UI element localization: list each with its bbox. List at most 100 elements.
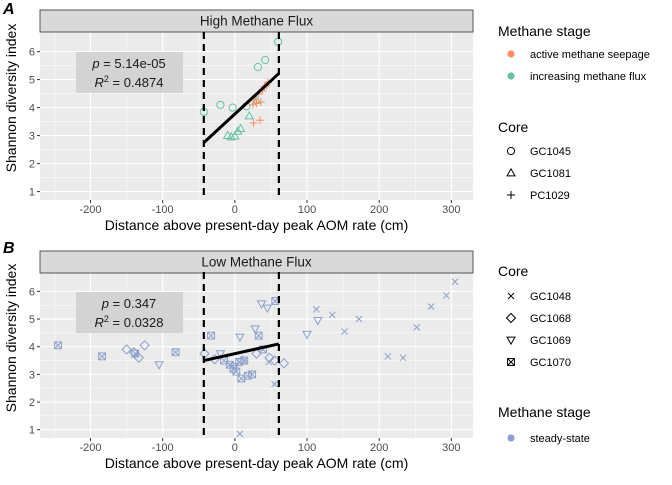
legend-label: GC1048 [530, 291, 571, 303]
data-point-x [355, 315, 363, 323]
legend-label: GC1081 [530, 168, 571, 180]
facet-strip [39, 9, 474, 33]
data-point-boxx [131, 349, 140, 358]
y-tick-label: 2 [29, 397, 35, 409]
data-point-diamond [269, 355, 280, 366]
data-point-boxx [54, 341, 62, 350]
data-point-triangledown [235, 333, 245, 343]
data-point-x [328, 311, 336, 319]
data-point-plus [256, 98, 265, 106]
y-tick-label: 3 [29, 131, 35, 143]
x-tick-label: 300 [442, 442, 460, 454]
data-point-triangle [244, 110, 255, 120]
data-point-plus [256, 116, 265, 125]
y-tick-label: 5 [29, 314, 35, 326]
x-tick-label: 200 [370, 204, 388, 216]
legend-key-steady [507, 434, 515, 442]
y-axis-title: Shannon diversity index [3, 264, 19, 413]
data-point-boxx [171, 348, 180, 357]
data-point-triangle [235, 123, 246, 132]
y-tick-label: 6 [29, 286, 35, 298]
y-tick-label: 1 [29, 425, 35, 437]
data-point-x [442, 292, 450, 299]
regression-line [202, 72, 280, 144]
x-tick-label: 300 [442, 204, 460, 216]
legend-key-triangle [506, 167, 516, 177]
p-symbol: p [101, 296, 109, 311]
data-point-boxx [207, 331, 215, 340]
p-value: = 0.347 [109, 296, 156, 311]
r2-value: = 0.0328 [109, 315, 164, 330]
legend-label: PC1029 [530, 190, 570, 202]
data-point-boxx [248, 370, 257, 379]
legend-key-active [507, 50, 515, 58]
data-point-triangledown [215, 350, 226, 359]
legend-label: GC1069 [530, 335, 571, 347]
legend-key-plus [507, 191, 515, 199]
stats-annotation-box [76, 52, 183, 93]
data-point-boxx [248, 370, 256, 379]
legends: Methane stage active methane seepage incre… [498, 23, 650, 445]
r2-text: R2 = 0.4874 [95, 74, 164, 90]
legend-key-boxx [507, 358, 515, 366]
legend-key-diamond [505, 312, 517, 324]
x-tick-label: 100 [298, 204, 316, 216]
legend-title-methane-stage: Methane stage [498, 404, 591, 420]
data-point-boxx [232, 367, 241, 376]
y-tick-label: 4 [29, 342, 35, 354]
r2-value: = 0.4874 [109, 75, 164, 90]
data-point-x [341, 328, 348, 335]
facet-title: High Methane Flux [200, 14, 314, 29]
data-point-x [384, 352, 392, 360]
data-point-triangledown [313, 317, 323, 326]
data-point-circle [216, 100, 225, 109]
x-tick-label: -100 [152, 442, 174, 454]
r2-symbol: R [95, 75, 104, 90]
x-tick-label: 200 [370, 442, 388, 454]
data-point-boxx [229, 364, 238, 373]
data-point-triangle [232, 126, 243, 135]
data-point-plus [248, 100, 257, 109]
y-tick-label: 6 [29, 47, 35, 59]
data-point-boxx [254, 331, 263, 340]
data-point-triangledown [302, 330, 312, 340]
legend-key-x [507, 292, 515, 300]
legend-title-core: Core [498, 263, 529, 279]
data-point-x [236, 430, 244, 438]
data-point-x [312, 305, 320, 313]
legend-key-boxx [507, 358, 515, 366]
legend-title-core: Core [498, 119, 529, 135]
y-tick-label: 5 [29, 75, 35, 87]
data-point-x [271, 380, 278, 388]
legend-label: GC1070 [530, 357, 571, 369]
r2-superscript: 2 [104, 74, 109, 84]
data-point-boxx [98, 352, 106, 361]
data-point-x [399, 354, 407, 362]
legend-key-increasing [507, 72, 515, 80]
data-point-circle [228, 103, 237, 112]
data-point-circle [253, 62, 263, 72]
y-tick-label: 3 [29, 369, 35, 381]
data-point-triangledown [256, 300, 267, 309]
data-point-boxx [240, 356, 249, 365]
x-axis-title: Distance above present-day peak AOM rate… [105, 217, 408, 233]
data-point-circle [261, 55, 270, 65]
facet-title: Low Methane Flux [201, 255, 312, 270]
legend-label: increasing methane flux [530, 71, 647, 83]
axes: -200 -100 0 100 200 300 1 2 3 4 5 6 [29, 47, 461, 216]
data-point-triangle [226, 131, 237, 141]
axes: -200 -100 0 100 200 300 1 2 3 4 5 6 [29, 286, 461, 454]
y-tick-label: 4 [29, 103, 35, 115]
data-point-triangledown [262, 304, 273, 314]
y-tick-label: 1 [29, 187, 35, 199]
data-point-boxx [171, 348, 180, 357]
data-point-triangle [230, 131, 240, 140]
p-symbol: p [91, 56, 99, 71]
stats-annotation-box [76, 292, 183, 333]
data-point-boxx [98, 352, 106, 361]
data-point-diamond [264, 352, 275, 363]
panel-letter: B [3, 240, 15, 257]
data-point-boxx [254, 331, 263, 340]
